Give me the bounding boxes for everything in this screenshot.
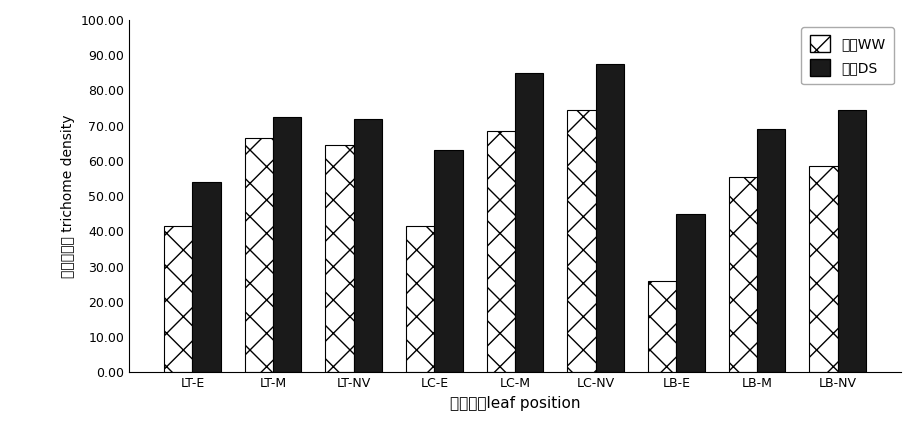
X-axis label: 叶片部位leaf position: 叶片部位leaf position (450, 396, 581, 411)
Bar (810, 166, 838, 372)
Bar (164, 226, 192, 372)
Bar (595, 64, 624, 372)
Bar (273, 117, 301, 372)
Bar (245, 138, 273, 372)
Bar (649, 280, 676, 372)
Bar (406, 226, 434, 372)
Legend: 水地WW, 旱地DS: 水地WW, 旱地DS (802, 27, 894, 84)
Bar (354, 119, 382, 372)
Bar (838, 110, 866, 372)
Bar (757, 129, 785, 372)
Bar (676, 214, 704, 372)
Bar (434, 151, 463, 372)
Bar (325, 145, 354, 372)
Y-axis label: 表皮毛密度 trichome density: 表皮毛密度 trichome density (60, 114, 75, 278)
Bar (192, 182, 221, 372)
Bar (568, 110, 595, 372)
Bar (515, 73, 543, 372)
Bar (729, 177, 757, 372)
Bar (486, 131, 515, 372)
